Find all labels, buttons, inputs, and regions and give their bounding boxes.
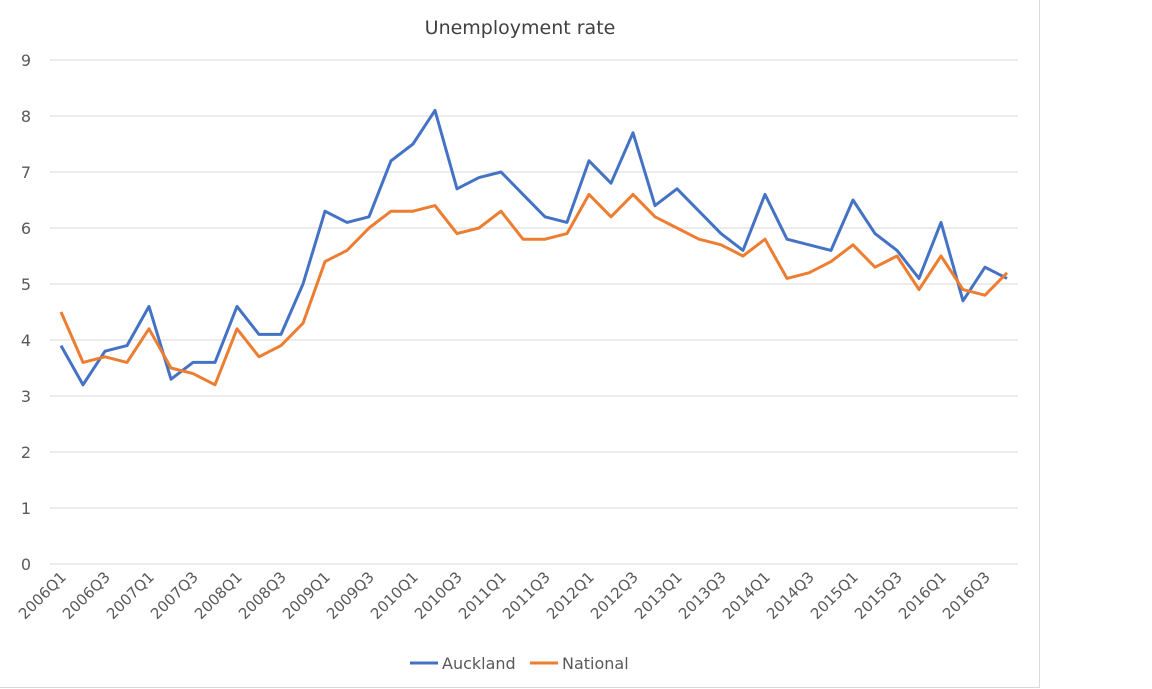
x-tick-label: 2014Q1 <box>719 568 774 623</box>
y-tick-label: 4 <box>21 331 31 350</box>
legend-label-national: National <box>562 654 629 673</box>
x-tick-label: 2010Q1 <box>367 568 422 623</box>
x-tick-label: 2006Q3 <box>59 568 114 623</box>
x-tick-label: 2011Q3 <box>499 568 554 623</box>
x-tick-label: 2010Q3 <box>411 568 466 623</box>
y-tick-label: 5 <box>21 275 31 294</box>
y-tick-label: 3 <box>21 387 31 406</box>
x-tick-label: 2008Q3 <box>235 568 290 623</box>
x-tick-label: 2012Q3 <box>587 568 642 623</box>
x-tick-label: 2009Q1 <box>279 568 334 623</box>
x-tick-label: 2013Q3 <box>675 568 730 623</box>
series-line-national <box>59 192 1009 387</box>
x-tick-label: 2009Q3 <box>323 568 378 623</box>
chart-frame <box>0 0 1040 688</box>
y-tick-label: 0 <box>21 555 31 574</box>
x-tick-label: 2015Q3 <box>851 568 906 623</box>
x-tick-label: 2007Q3 <box>147 568 202 623</box>
x-tick-label: 2016Q3 <box>939 568 994 623</box>
x-tick-label: 2014Q3 <box>763 568 818 623</box>
x-tick-label: 2016Q1 <box>895 568 950 623</box>
x-tick-label: 2006Q1 <box>15 568 70 623</box>
y-tick-label: 8 <box>21 107 31 126</box>
legend-label-auckland: Auckland <box>442 654 516 673</box>
chart-title: Unemployment rate <box>425 17 616 39</box>
y-tick-label: 9 <box>21 51 31 70</box>
x-tick-label: 2015Q1 <box>807 568 862 623</box>
x-tick-label: 2012Q1 <box>543 568 598 623</box>
y-tick-label: 2 <box>21 443 31 462</box>
y-tick-label: 7 <box>21 163 31 182</box>
x-tick-label: 2011Q1 <box>455 568 510 623</box>
y-tick-label: 1 <box>21 499 31 518</box>
series-line-auckland <box>59 108 1008 387</box>
x-tick-label: 2008Q1 <box>191 568 246 623</box>
x-tick-label: 2007Q1 <box>103 568 158 623</box>
x-tick-label: 2013Q1 <box>631 568 686 623</box>
y-tick-label: 6 <box>21 219 31 238</box>
